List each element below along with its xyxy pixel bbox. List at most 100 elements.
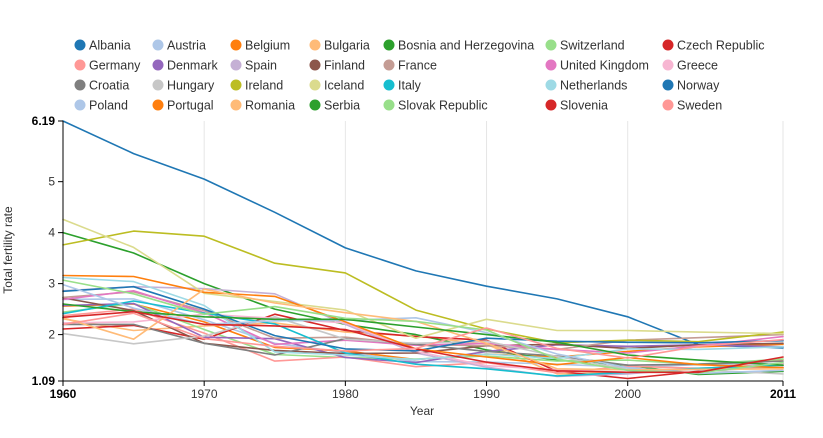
legend-label: Bosnia and Herzegovina xyxy=(398,39,534,53)
legend-swatch xyxy=(662,79,674,91)
legend-swatch xyxy=(662,99,674,111)
legend-swatch xyxy=(545,79,557,91)
legend-swatch xyxy=(309,39,321,51)
legend-item-italy[interactable]: Italy xyxy=(383,79,422,93)
legend-item-sweden[interactable]: Sweden xyxy=(662,99,723,113)
legend-swatch xyxy=(230,99,242,111)
legend-label: Norway xyxy=(677,79,720,93)
legend-item-france[interactable]: France xyxy=(383,59,437,73)
series-line-serbia[interactable] xyxy=(62,303,784,366)
legend-label: Austria xyxy=(167,39,206,53)
legend-item-greece[interactable]: Greece xyxy=(662,59,719,73)
legend-swatch xyxy=(230,39,242,51)
legend-swatch xyxy=(383,79,395,91)
legend-swatch xyxy=(74,59,86,71)
series-line-iceland[interactable] xyxy=(62,218,784,339)
legend-swatch xyxy=(152,79,164,91)
legend-item-denmark[interactable]: Denmark xyxy=(152,59,219,73)
legend-item-hungary[interactable]: Hungary xyxy=(152,79,215,93)
legend-label: Serbia xyxy=(324,99,360,113)
legend-item-ireland[interactable]: Ireland xyxy=(230,79,284,93)
series-line-denmark[interactable] xyxy=(62,302,784,364)
series-line-ireland[interactable] xyxy=(62,230,784,344)
legend-item-iceland[interactable]: Iceland xyxy=(309,79,365,93)
x-tick-label: 1960 xyxy=(50,387,77,401)
legend-label: Slovak Republic xyxy=(398,99,488,113)
legend-label: Denmark xyxy=(167,59,218,73)
legend-label: Poland xyxy=(89,99,128,113)
series-line-slovak-republic[interactable] xyxy=(62,279,784,374)
legend-label: Germany xyxy=(89,59,141,73)
legend-item-spain[interactable]: Spain xyxy=(230,59,278,73)
legend-swatch xyxy=(74,39,86,51)
y-tick-label: 4 xyxy=(48,226,55,240)
legend-swatch xyxy=(152,59,164,71)
x-tick-label: 1980 xyxy=(332,387,359,401)
legend-item-albania[interactable]: Albania xyxy=(74,39,131,53)
legend-swatch xyxy=(383,59,395,71)
series-line-czech-republic[interactable] xyxy=(62,313,784,380)
series-line-sweden[interactable] xyxy=(62,312,784,359)
legend-swatch xyxy=(309,79,321,91)
legend-item-portugal[interactable]: Portugal xyxy=(152,99,214,113)
legend-item-romania[interactable]: Romania xyxy=(230,99,296,113)
legend-label: Greece xyxy=(677,59,718,73)
legend-label: Finland xyxy=(324,59,365,73)
legend-label: Portugal xyxy=(167,99,214,113)
legend-swatch xyxy=(545,59,557,71)
x-tick-label: 2011 xyxy=(770,387,796,401)
legend-item-switzerland[interactable]: Switzerland xyxy=(545,39,625,53)
legend-item-poland[interactable]: Poland xyxy=(74,99,128,113)
legend-label: Bulgaria xyxy=(324,39,370,53)
legend-swatch xyxy=(152,39,164,51)
y-tick-label: 6.19 xyxy=(32,114,56,128)
legend-item-norway[interactable]: Norway xyxy=(662,79,721,93)
legend-label: Ireland xyxy=(245,79,283,93)
x-axis-title: Year xyxy=(410,404,434,418)
x-tick-label: 1990 xyxy=(473,387,500,401)
legend-swatch xyxy=(545,39,557,51)
legend-item-czech-republic[interactable]: Czech Republic xyxy=(662,39,765,53)
legend-label: France xyxy=(398,59,437,73)
legend-label: Switzerland xyxy=(560,39,625,53)
legend-item-germany[interactable]: Germany xyxy=(74,59,142,73)
legend-label: Romania xyxy=(245,99,295,113)
legend-swatch xyxy=(662,39,674,51)
legend-label: Netherlands xyxy=(560,79,627,93)
legend-item-bulgaria[interactable]: Bulgaria xyxy=(309,39,370,53)
legend-swatch xyxy=(309,59,321,71)
series-line-finland[interactable] xyxy=(62,297,784,355)
legend-item-slovenia[interactable]: Slovenia xyxy=(545,99,608,113)
series-line-bosnia-and-herzegovina[interactable] xyxy=(62,231,784,376)
legend-swatch xyxy=(74,79,86,91)
legend-label: Slovenia xyxy=(560,99,608,113)
series-line-croatia[interactable] xyxy=(62,323,784,366)
legend-item-belgium[interactable]: Belgium xyxy=(230,39,291,53)
y-tick-label: 1.09 xyxy=(32,374,56,388)
legend-label: Spain xyxy=(245,59,277,73)
series-line-netherlands[interactable] xyxy=(62,276,784,361)
legend-label: Czech Republic xyxy=(677,39,765,53)
legend-item-serbia[interactable]: Serbia xyxy=(309,99,361,113)
legend-item-bosnia-and-herzegovina[interactable]: Bosnia and Herzegovina xyxy=(383,39,535,53)
legend-swatch xyxy=(74,99,86,111)
legend-label: Italy xyxy=(398,79,422,93)
series-lines xyxy=(62,120,784,380)
legend-item-croatia[interactable]: Croatia xyxy=(74,79,130,93)
legend-item-united-kingdom[interactable]: United Kingdom xyxy=(545,59,649,73)
legend-label: Sweden xyxy=(677,99,722,113)
y-tick-label: 3 xyxy=(48,277,55,291)
legend-label: Croatia xyxy=(89,79,129,93)
legend-item-finland[interactable]: Finland xyxy=(309,59,366,73)
legend-item-slovak-republic[interactable]: Slovak Republic xyxy=(383,99,488,113)
legend-swatch xyxy=(309,99,321,111)
legend-item-netherlands[interactable]: Netherlands xyxy=(545,79,628,93)
series-line-norway[interactable] xyxy=(62,285,784,352)
legend-label: Hungary xyxy=(167,79,215,93)
y-tick-label: 2 xyxy=(48,328,55,342)
legend-item-austria[interactable]: Austria xyxy=(152,39,206,53)
series-line-albania[interactable] xyxy=(62,120,784,349)
